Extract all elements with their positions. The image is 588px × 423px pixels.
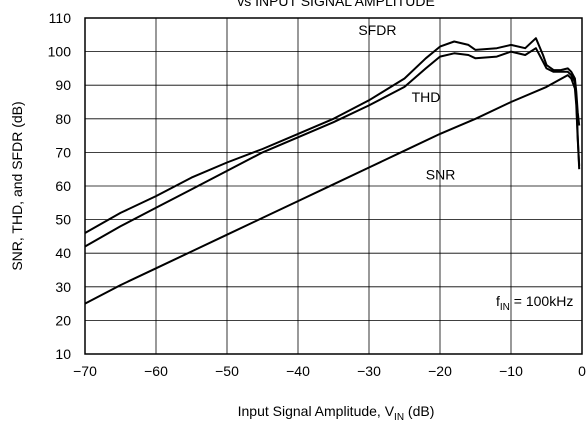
annotation-main: f: [496, 293, 500, 309]
y-tick-label: 90: [55, 77, 71, 93]
series-label-snr: SNR: [426, 166, 456, 182]
x-axis-label-sub: IN: [394, 412, 404, 423]
annotation: fIN = 100kHz: [496, 293, 573, 313]
x-tick-label: −50: [215, 363, 239, 379]
x-axis-label: Input Signal Amplitude, VIN (dB): [238, 403, 435, 423]
y-tick-label: 110: [49, 10, 72, 26]
series-labels: SFDR THD SNR: [358, 22, 455, 182]
x-tick-label: −30: [357, 363, 381, 379]
y-tick-label: 80: [55, 111, 71, 127]
y-tick-label: 40: [55, 245, 71, 261]
x-axis-label-main: Input Signal Amplitude, V: [238, 403, 395, 419]
x-tick-label: −60: [144, 363, 168, 379]
y-tick-label: 10: [55, 346, 71, 362]
series-line-sfdr: [84, 37, 581, 234]
y-tick-label: 50: [55, 212, 71, 228]
annotation-text: fIN = 100kHz: [496, 293, 573, 313]
x-axis-label-unit: (dB): [404, 403, 434, 419]
y-tick-label: 70: [55, 144, 71, 160]
y-tick-label: 20: [55, 312, 71, 328]
series-line-thd: [84, 47, 581, 248]
x-tick-label: −10: [499, 363, 523, 379]
chart-title: vs INPUT SIGNAL AMPLITUDE: [237, 0, 435, 9]
y-tick-label: 30: [55, 279, 71, 295]
x-tick-label: −40: [286, 363, 310, 379]
x-tick-label: −70: [73, 363, 97, 379]
series-layer: [84, 37, 581, 305]
y-axis-label: SNR, THD, and SFDR (dB): [9, 101, 25, 270]
x-tick-labels: −70 −60 −50 −40 −30 −20 −10 0: [73, 363, 586, 379]
x-tick-label: 0: [578, 363, 586, 379]
x-tick-label: −20: [428, 363, 452, 379]
annotation-sub: IN: [500, 302, 510, 313]
series-label-thd: THD: [412, 89, 441, 105]
y-tick-label: 60: [55, 178, 71, 194]
annotation-rest: = 100kHz: [510, 293, 573, 309]
series-line-snr: [84, 74, 581, 305]
y-tick-labels: 10 20 30 40 50 60 70 80 90 100 110: [48, 10, 72, 362]
y-tick-label: 100: [48, 44, 72, 60]
series-label-sfdr: SFDR: [358, 22, 396, 38]
plot-frame: [84, 17, 583, 355]
